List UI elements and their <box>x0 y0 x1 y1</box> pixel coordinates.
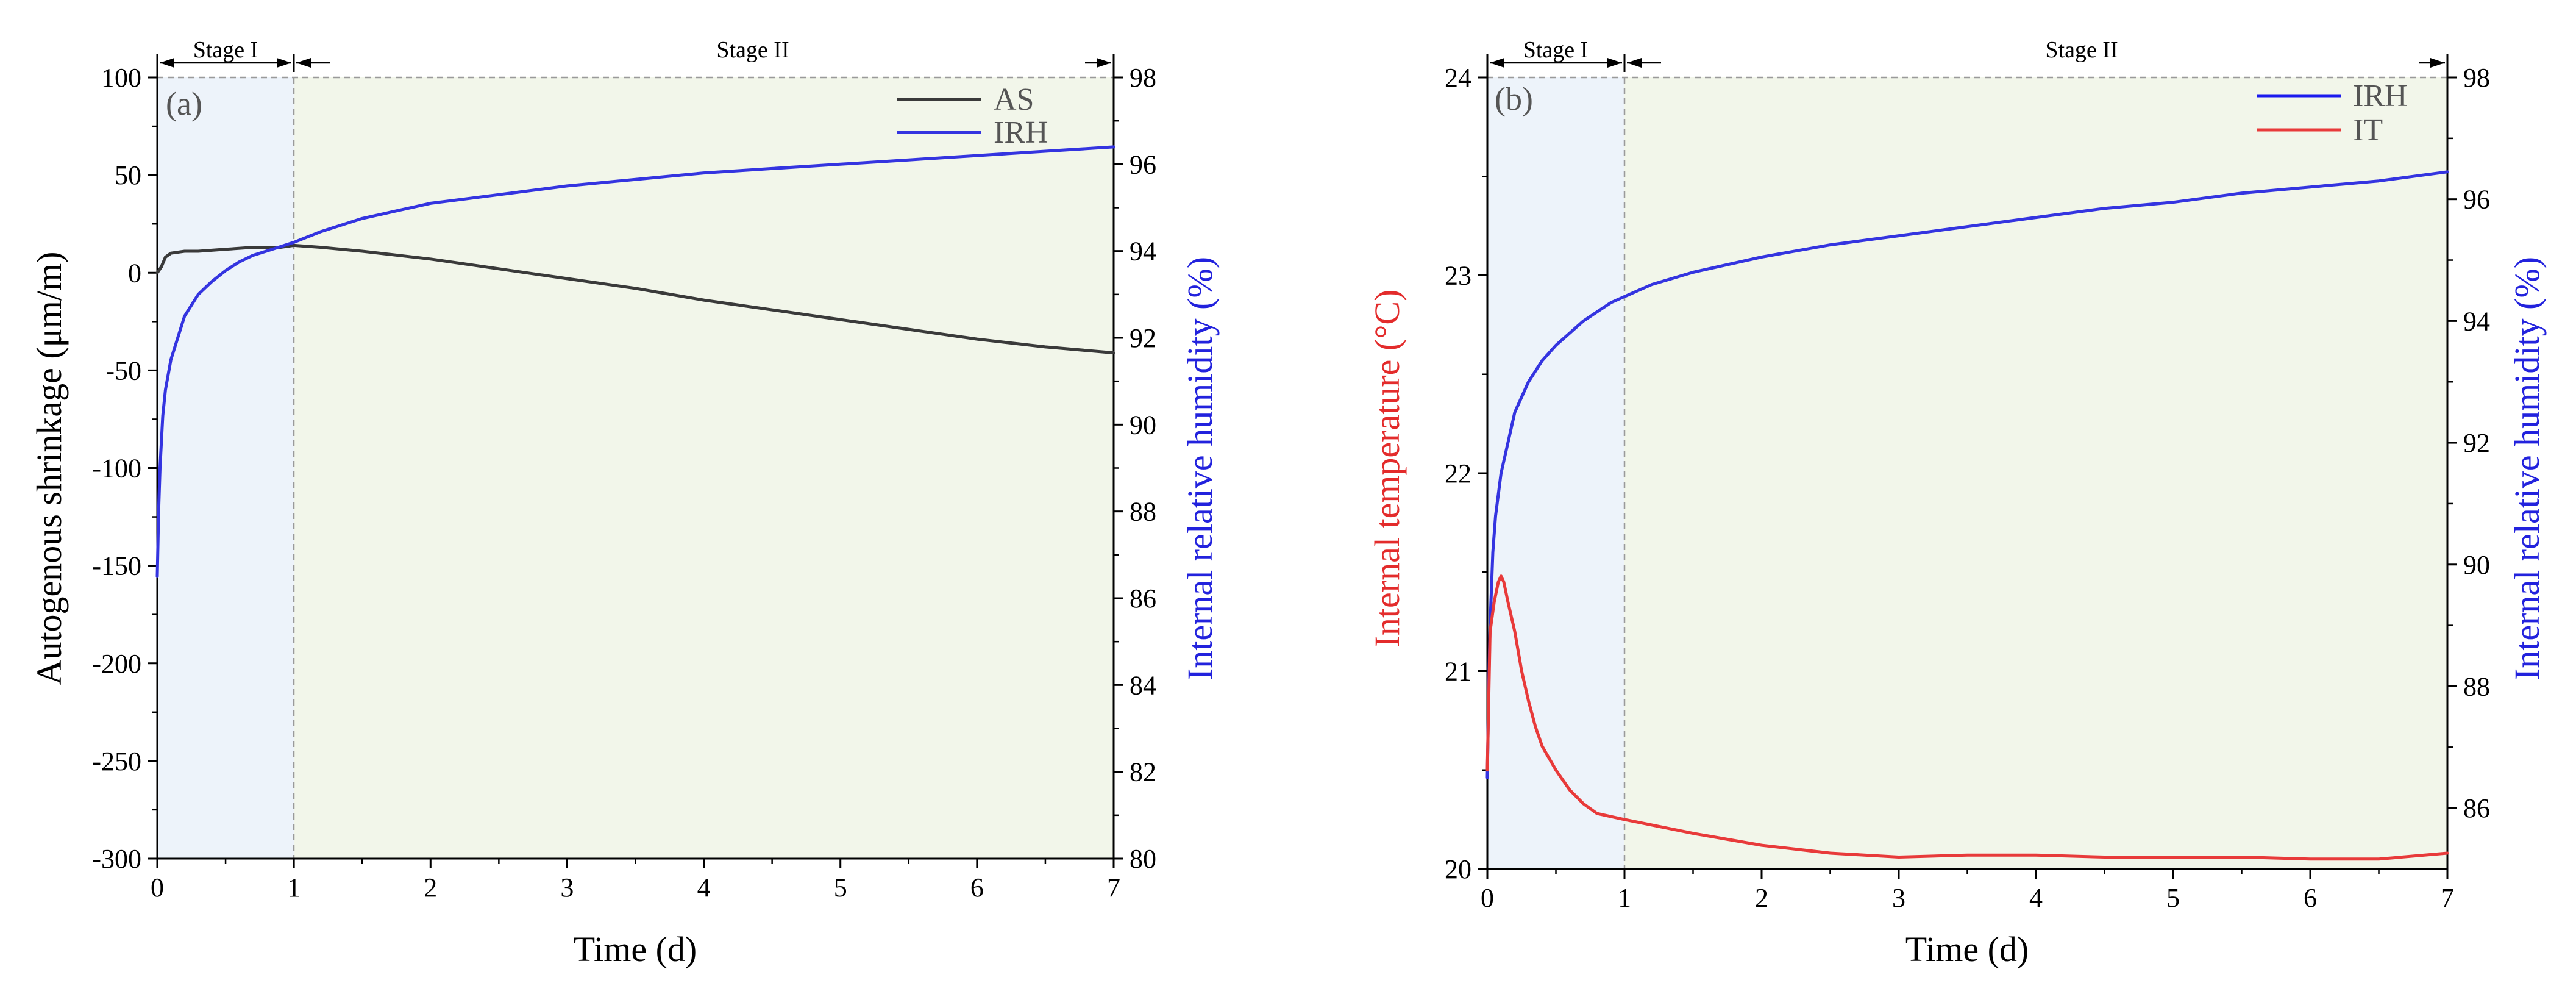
x-tick-label: 3 <box>1892 883 1905 913</box>
y-right-tick-label: 98 <box>1130 63 1156 93</box>
y-left-tick-label: -300 <box>92 844 141 874</box>
x-tick-label: 1 <box>287 873 301 903</box>
legend-label-as: AS <box>994 82 1034 117</box>
panel-label-a: (a) <box>166 85 202 122</box>
stage-1-arrowhead-right-b <box>1607 58 1622 68</box>
y-left-tick-label: 20 <box>1445 854 1471 884</box>
panel-label-b: (b) <box>1495 80 1533 117</box>
stage-markers-a <box>156 54 1115 72</box>
stage-1-label-a: Stage I <box>193 37 258 63</box>
y-left-tick-label: 24 <box>1445 63 1471 93</box>
stage-2-label-b: Stage II <box>2045 37 2118 63</box>
y-right-tick-label: 90 <box>1130 410 1156 440</box>
x-tick-label: 7 <box>1107 873 1120 903</box>
x-tick-label: 5 <box>2166 883 2180 913</box>
stage-markers-b <box>1486 54 2449 72</box>
x-tick-label: 7 <box>2441 883 2454 913</box>
chart-panel-a: Stage I Stage II (a) 0 1 2 3 4 5 6 7 100 50 0 -50 -1… <box>29 37 1220 969</box>
y-right-tick-label: 80 <box>1130 844 1156 874</box>
y-right-tick-label: 82 <box>1130 757 1156 787</box>
stage-1-label-b: Stage I <box>1523 37 1589 63</box>
stage-1-shade-b <box>1487 77 1624 869</box>
axis-ticks-a: 0 1 2 3 4 5 6 7 100 50 0 -50 -100 -150 -200 -250 -300 98 9… <box>92 63 1156 903</box>
y-right-tick-label: 90 <box>2463 550 2490 580</box>
y-axis-right-title-a: Internal relative humidity (%) <box>1180 257 1220 680</box>
stage-2-arrowhead-left-a <box>296 58 311 68</box>
y-right-tick-label: 94 <box>1130 237 1156 266</box>
x-tick-label: 6 <box>970 873 984 903</box>
x-tick-label: 2 <box>424 873 437 903</box>
series-line-irh-a <box>155 145 1115 578</box>
y-left-tick-label: -100 <box>92 454 141 484</box>
series-line-it-b <box>1485 574 2449 861</box>
x-axis-title-b: Time (d) <box>1905 929 2029 969</box>
y-left-tick-label: 22 <box>1445 459 1471 488</box>
y-right-tick-label: 94 <box>2463 306 2490 336</box>
x-tick-label: 0 <box>151 873 164 903</box>
y-axis-left-title-a: Autogenous shrinkage (μm/m) <box>29 252 69 685</box>
x-tick-label: 5 <box>834 873 847 903</box>
legend-label-it: IT <box>2353 113 2383 148</box>
y-left-tick-label: 50 <box>115 160 141 190</box>
series-line-as-a <box>155 243 1115 355</box>
stage-2-shade-b <box>1624 77 2447 869</box>
series-group-a <box>155 145 1115 578</box>
stage-2-shade-a <box>294 77 1114 859</box>
stage-1-arrowhead-left-a <box>160 58 174 68</box>
stage-2-label-a: Stage II <box>716 37 789 63</box>
y-left-tick-label: 0 <box>128 258 141 288</box>
y-right-tick-label: 96 <box>2463 185 2490 215</box>
legend-label-irh-b: IRH <box>2353 79 2408 113</box>
y-right-tick-label: 88 <box>2463 671 2490 701</box>
y-left-tick-label: -150 <box>92 551 141 581</box>
stage-1-arrowhead-right-a <box>277 58 291 68</box>
legend-b: IRH IT <box>2257 79 2408 148</box>
y-right-tick-label: 88 <box>1130 497 1156 527</box>
stage-1-arrowhead-left-b <box>1490 58 1504 68</box>
legend-a: AS IRH <box>897 82 1048 150</box>
y-left-tick-label: -50 <box>105 356 141 385</box>
y-left-tick-label: -250 <box>92 746 141 776</box>
y-right-tick-label: 86 <box>2463 793 2490 823</box>
y-left-tick-label: 100 <box>101 63 141 93</box>
stage-2-arrowhead-left-b <box>1627 58 1642 68</box>
x-tick-label: 4 <box>2029 883 2043 913</box>
y-left-tick-label: -200 <box>92 649 141 679</box>
x-axis-title-a: Time (d) <box>574 929 697 969</box>
y-right-tick-label: 86 <box>1130 584 1156 613</box>
x-tick-label: 0 <box>1481 883 1494 913</box>
x-tick-label: 2 <box>1755 883 1768 913</box>
y-left-tick-label: 21 <box>1445 657 1471 687</box>
legend-label-irh-a: IRH <box>994 115 1048 150</box>
y-left-tick-label: 23 <box>1445 261 1471 291</box>
y-axis-left-title-b: Internal temperature (°C) <box>1367 290 1407 648</box>
stage-2-arrowhead-right-b <box>2430 58 2445 68</box>
chart-panel-b: Stage I Stage II (b) 0 1 2 3 4 5 6 724232221209… <box>1367 37 2547 969</box>
stage-1-shade-a <box>157 77 294 859</box>
series-line-irh-b <box>1485 170 2449 779</box>
stage-2-arrowhead-right-a <box>1097 58 1111 68</box>
y-right-tick-label: 92 <box>1130 323 1156 353</box>
x-tick-label: 1 <box>1618 883 1631 913</box>
y-right-tick-label: 96 <box>1130 149 1156 179</box>
x-tick-label: 4 <box>697 873 711 903</box>
y-axis-right-title-b: Internal relative humidity (%) <box>2507 257 2547 680</box>
series-group-b <box>1485 170 2449 861</box>
y-right-tick-label: 98 <box>2463 63 2490 93</box>
x-tick-label: 3 <box>560 873 574 903</box>
y-right-tick-label: 84 <box>1130 670 1156 700</box>
x-tick-label: 6 <box>2304 883 2317 913</box>
y-right-tick-label: 92 <box>2463 428 2490 458</box>
